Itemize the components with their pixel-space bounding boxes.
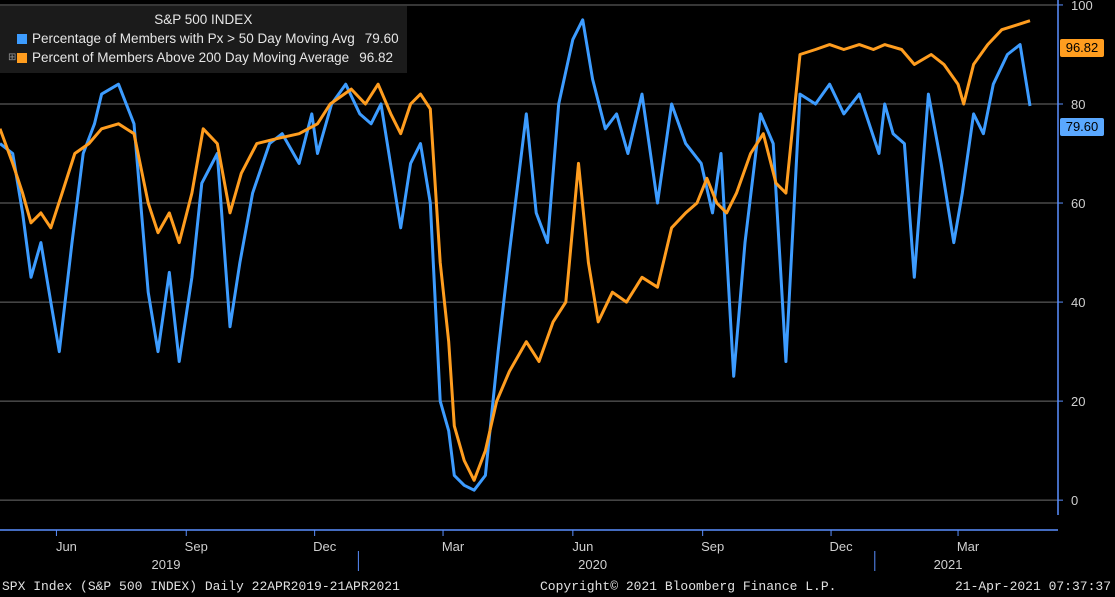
- footer: SPX Index (S&P 500 INDEX) Daily 22APR201…: [0, 577, 1115, 597]
- chart-title: S&P 500 INDEX: [154, 12, 253, 27]
- year-label: 2020: [578, 557, 607, 572]
- legend-swatch-blue: [17, 33, 27, 44]
- footer-security-info: SPX Index (S&P 500 INDEX) Daily 22APR201…: [2, 579, 400, 594]
- legend-label-50day: Percentage of Members with Px > 50 Day M…: [32, 31, 355, 46]
- year-label: 2021: [934, 557, 963, 572]
- last-value-tag-200day: 96.82: [1060, 39, 1104, 57]
- last-value-tag-50day: 79.60: [1060, 118, 1104, 136]
- x-tick-label: Jun: [56, 539, 77, 554]
- series-line-50day: [0, 18, 1032, 492]
- expand-plus-icon[interactable]: ⊞: [8, 52, 17, 63]
- footer-copyright: Copyright© 2021 Bloomberg Finance L.P.: [540, 579, 837, 594]
- legend-value-50day: 79.60: [364, 31, 399, 46]
- y-tick-label: 20: [1071, 394, 1085, 409]
- x-tick-label: Jun: [572, 539, 593, 554]
- x-tick-label: Mar: [442, 539, 465, 554]
- x-tick-label: Sep: [185, 539, 208, 554]
- footer-timestamp: 21-Apr-2021 07:37:37: [954, 579, 1111, 594]
- legend-swatch-orange: [17, 52, 27, 63]
- year-label: 2019: [152, 557, 181, 572]
- legend-value-200day: 96.82: [359, 50, 393, 65]
- x-tick-label: Sep: [701, 539, 724, 554]
- x-tick-label: Dec: [829, 539, 853, 554]
- legend: S&P 500 INDEX Percentage of Members with…: [0, 6, 407, 73]
- x-tick-label: Dec: [313, 539, 337, 554]
- y-tick-label: 0: [1071, 493, 1078, 508]
- y-tick-label: 80: [1071, 97, 1085, 112]
- y-tick-label: 60: [1071, 196, 1085, 211]
- series-line-200day: [0, 19, 1031, 482]
- y-tick-label: 40: [1071, 295, 1085, 310]
- y-tick-label: 100: [1071, 0, 1093, 13]
- legend-item-50day[interactable]: Percentage of Members with Px > 50 Day M…: [8, 29, 399, 48]
- x-tick-label: Mar: [957, 539, 980, 554]
- legend-item-200day[interactable]: ⊞ Percent of Members Above 200 Day Movin…: [8, 48, 399, 67]
- legend-label-200day: Percent of Members Above 200 Day Moving …: [32, 50, 350, 65]
